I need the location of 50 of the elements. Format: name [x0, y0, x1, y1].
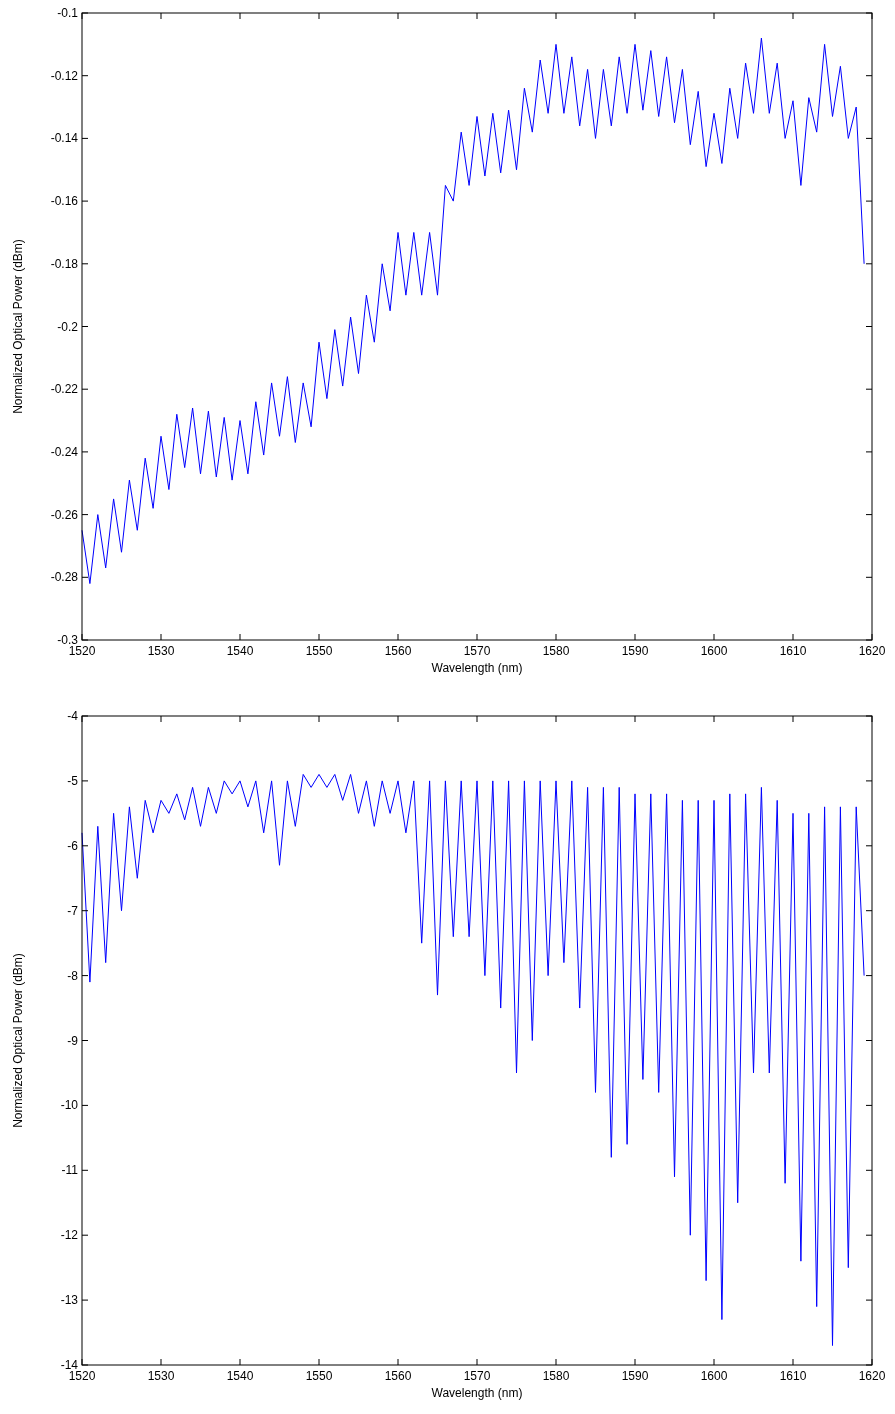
x-tick-label: 1560 — [384, 644, 412, 658]
y-tick-label: -14 — [60, 1358, 79, 1372]
y-tick-label: -13 — [60, 1293, 79, 1308]
line-series — [81, 37, 865, 585]
x-tick-label: 1550 — [305, 644, 333, 658]
x-tick-label: 1570 — [463, 1369, 491, 1383]
y-tick-label: -6 — [67, 838, 79, 853]
x-tick-label: 1610 — [779, 644, 807, 658]
y-tick-label: -7 — [67, 903, 79, 918]
y-tick-label: -12 — [60, 1228, 79, 1243]
x-axis-title: Wavelength (nm) — [431, 661, 523, 675]
x-tick-label: 1600 — [700, 644, 728, 658]
y-tick-label: -10 — [60, 1098, 79, 1113]
x-tick-label: 1590 — [621, 644, 649, 658]
x-tick-label: 1600 — [700, 1369, 728, 1383]
y-axis-title: Normalized Optical Power (dBm) — [11, 953, 25, 1128]
x-tick-label: 1530 — [147, 644, 175, 658]
y-tick-label: -0.14 — [50, 131, 79, 146]
x-tick-label: 1580 — [542, 644, 570, 658]
y-tick-label: -0.26 — [50, 507, 79, 522]
y-tick-label: -11 — [61, 1163, 79, 1178]
y-tick-label: -4 — [67, 709, 79, 723]
x-tick-label: 1620 — [858, 644, 886, 658]
x-tick-label: 1550 — [305, 1369, 333, 1383]
x-tick-label: 1540 — [226, 1369, 254, 1383]
y-axis-title: Normalized Optical Power (dBm) — [11, 239, 25, 414]
y-tick-label: -0.2 — [57, 319, 79, 334]
x-tick-label: 1610 — [779, 1369, 807, 1383]
x-tick-label: 1620 — [858, 1369, 886, 1383]
x-tick-label: 1520 — [68, 644, 96, 658]
x-tick-label: 1570 — [463, 644, 491, 658]
x-tick-label: 1590 — [621, 1369, 649, 1383]
x-tick-label: 1560 — [384, 1369, 412, 1383]
y-tick-label: -5 — [67, 773, 79, 788]
x-axis-title: Wavelength (nm) — [431, 1386, 523, 1400]
line-series — [81, 773, 865, 1347]
y-tick-label: -0.24 — [50, 444, 79, 459]
x-tick-label: 1540 — [226, 644, 254, 658]
y-tick-label: -0.28 — [50, 570, 79, 585]
y-tick-label: -9 — [67, 1033, 79, 1048]
y-tick-label: -0.1 — [57, 6, 79, 20]
x-tick-label: 1530 — [147, 1369, 175, 1383]
y-tick-label: -8 — [67, 968, 79, 983]
x-tick-label: 1580 — [542, 1369, 570, 1383]
y-tick-label: -0.22 — [50, 382, 79, 397]
x-tick-label: 1520 — [68, 1369, 96, 1383]
y-tick-label: -0.18 — [50, 256, 79, 271]
y-tick-label: -0.3 — [57, 633, 79, 647]
y-tick-label: -0.16 — [50, 194, 79, 209]
y-tick-label: -0.12 — [50, 68, 79, 83]
